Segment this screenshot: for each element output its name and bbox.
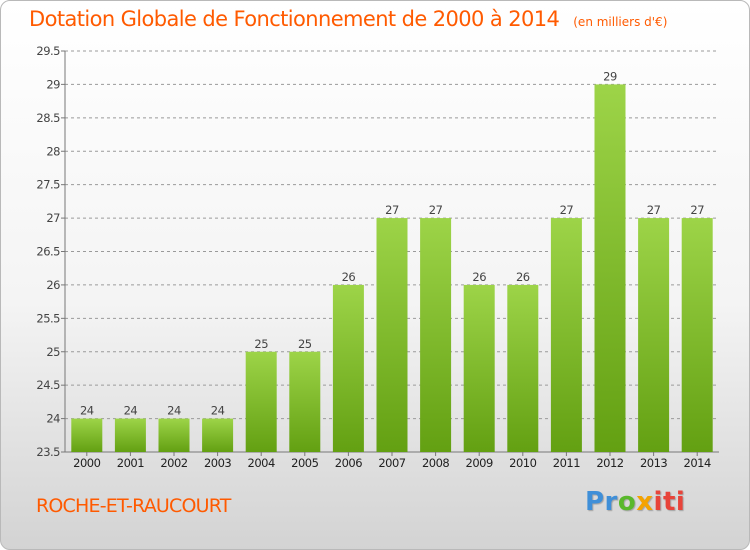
logo-part: x <box>636 487 654 517</box>
x-tick-label: 2012 <box>596 456 623 470</box>
chart-title: Dotation Globale de Fonctionnement de 20… <box>29 7 667 31</box>
x-tick-label: 2007 <box>378 456 405 470</box>
bar <box>681 218 713 452</box>
x-tick-label: 2004 <box>248 456 275 470</box>
x-tick-label: 2009 <box>466 456 493 470</box>
y-tick-label: 26 <box>46 278 60 292</box>
bar <box>332 284 364 452</box>
logo-part: o <box>617 487 637 517</box>
y-tick-label: 27 <box>46 211 60 225</box>
x-tick-label: 2002 <box>160 456 187 470</box>
logo-part: Pr <box>585 487 618 517</box>
bar <box>114 418 146 452</box>
x-tick-label: 2006 <box>335 456 362 470</box>
x-tick-label: 2011 <box>553 456 580 470</box>
bar <box>420 218 452 452</box>
bar <box>550 218 582 452</box>
data-label: 26 <box>516 270 530 284</box>
x-tick-label: 2013 <box>640 456 667 470</box>
chart-title-text: Dotation Globale de Fonctionnement de 20… <box>29 7 560 31</box>
logo-part: iti <box>653 487 686 517</box>
bar <box>245 351 277 452</box>
data-label: 26 <box>342 270 356 284</box>
x-tick-label: 2003 <box>204 456 231 470</box>
data-label: 24 <box>211 404 225 418</box>
y-tick-label: 24 <box>46 412 60 426</box>
y-tick-label: 28 <box>46 144 60 158</box>
bar <box>507 284 539 452</box>
bar <box>289 351 321 452</box>
x-tick-label: 2008 <box>422 456 449 470</box>
data-label: 24 <box>124 404 138 418</box>
data-label: 25 <box>298 337 312 351</box>
x-tick-label: 2014 <box>684 456 711 470</box>
bar <box>463 284 495 452</box>
y-tick-label: 24.5 <box>36 378 60 392</box>
bar <box>71 418 103 452</box>
y-tick-label: 27.5 <box>36 178 60 192</box>
data-label: 29 <box>603 69 617 83</box>
y-tick-label: 29 <box>46 77 60 91</box>
x-tick-label: 2000 <box>73 456 100 470</box>
data-label: 24 <box>167 404 181 418</box>
x-tick-label: 2010 <box>509 456 536 470</box>
y-tick-label: 28.5 <box>36 111 60 125</box>
y-tick-label: 29.5 <box>36 44 60 58</box>
x-tick-label: 2001 <box>117 456 144 470</box>
data-label: 27 <box>647 203 661 217</box>
y-tick-label: 25.5 <box>36 311 60 325</box>
x-tick-label: 2005 <box>291 456 318 470</box>
proxiti-logo: Proxiti <box>585 487 685 517</box>
y-tick-label: 26.5 <box>36 245 60 259</box>
data-label: 24 <box>80 404 94 418</box>
data-label: 27 <box>385 203 399 217</box>
bar <box>202 418 234 452</box>
y-tick-label: 25 <box>46 345 60 359</box>
data-label: 25 <box>254 337 268 351</box>
data-label: 26 <box>472 270 486 284</box>
bar <box>594 84 626 453</box>
town-name: ROCHE-ET-RAUCOURT <box>36 495 231 517</box>
bar <box>376 218 408 452</box>
y-tick-label: 23.5 <box>36 445 60 459</box>
data-label: 27 <box>560 203 574 217</box>
bar <box>158 418 190 452</box>
chart-subtitle: (en milliers d'€) <box>573 15 668 29</box>
data-label: 27 <box>690 203 704 217</box>
data-label: 27 <box>429 203 443 217</box>
bar <box>638 218 670 452</box>
